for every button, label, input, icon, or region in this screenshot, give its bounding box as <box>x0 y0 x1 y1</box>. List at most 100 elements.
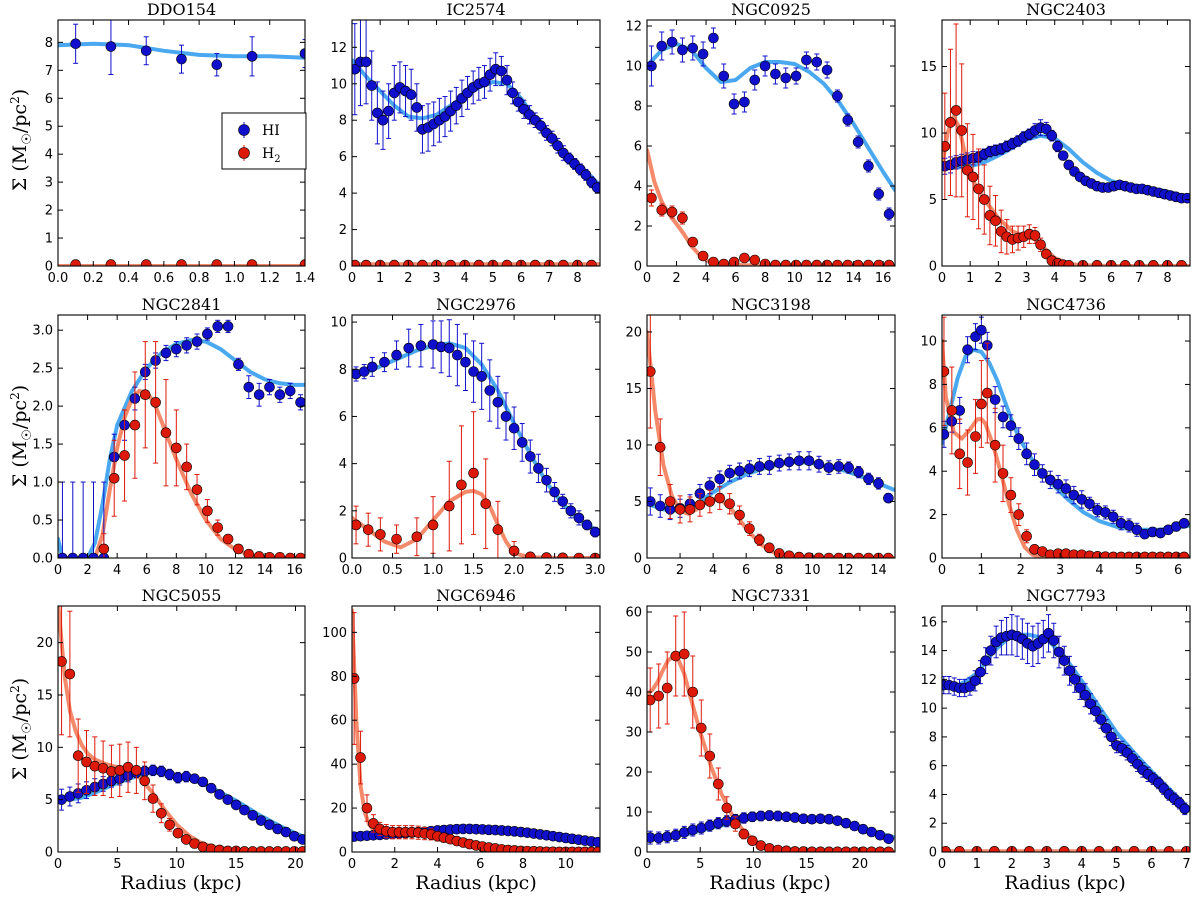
h2-point <box>388 259 400 266</box>
h2-point <box>233 543 244 555</box>
plot-content-ngc2841 <box>58 319 305 558</box>
h2-point <box>770 259 781 266</box>
y-tick-label: 8 <box>339 363 347 378</box>
h2-point <box>724 498 735 510</box>
plot-content-ngc2403 <box>942 23 1190 266</box>
x-tick-label: 0 <box>348 857 356 872</box>
x-tick-label: 8 <box>172 563 180 578</box>
h2-point <box>989 439 1001 451</box>
hi-point <box>140 45 152 57</box>
x-tick-label: 3 <box>1043 857 1051 872</box>
hi-point <box>1052 141 1063 152</box>
y-axis-title-sun: ☉ <box>20 722 35 734</box>
x-tick-label: 0 <box>938 857 946 872</box>
x-tick-label: 4 <box>113 563 121 578</box>
h2-point <box>647 694 656 706</box>
hi-point <box>202 328 213 340</box>
h2-point <box>863 552 874 558</box>
hi-point <box>405 89 417 101</box>
h2-point <box>139 775 150 787</box>
y-tick-label: 3 <box>45 176 53 191</box>
hi-point <box>230 799 242 811</box>
axes-frame-ngc2976 <box>351 314 601 559</box>
h2-point <box>783 550 795 558</box>
axes-frame-ic2574 <box>351 19 601 267</box>
x-tick-label: 10 <box>558 857 575 872</box>
hi-point <box>728 98 740 110</box>
h2-point <box>492 524 504 535</box>
h2-point <box>946 405 958 416</box>
hi-point <box>811 56 823 68</box>
hi-point <box>247 810 259 821</box>
x-tick-label: 1.4 <box>295 271 316 286</box>
h2-point <box>131 765 142 776</box>
y-tick-label: 2 <box>339 504 347 519</box>
x-tick-label: 14 <box>845 271 862 286</box>
plot-area-ngc2403 <box>942 20 1190 266</box>
y-tick-label: 20 <box>330 802 347 817</box>
h2-point <box>1035 239 1046 251</box>
h2-point <box>728 256 740 266</box>
plot-content-ngc7331 <box>647 611 895 852</box>
axes-frame-ngc4736 <box>941 314 1191 559</box>
hi-point <box>280 826 292 838</box>
hi-point <box>1074 682 1086 694</box>
hi-point <box>724 467 735 479</box>
plot-content-ddo154 <box>58 20 305 266</box>
hi-point <box>1053 646 1065 658</box>
hi-point <box>214 789 225 800</box>
x-tick-label: 10 <box>198 563 215 578</box>
hi-point <box>764 460 775 471</box>
h2-point <box>962 457 973 468</box>
y-tick-label: 0 <box>929 552 937 567</box>
plot-content-ngc7793 <box>942 614 1190 852</box>
hi-point <box>516 437 528 448</box>
x-tick-label: 4 <box>433 857 441 872</box>
x-tick-label: 5 <box>1135 563 1143 578</box>
h2-point <box>989 845 1000 852</box>
hi-point <box>105 41 117 52</box>
h2-point <box>253 551 265 558</box>
h2-point <box>1181 845 1190 852</box>
hi-point <box>1064 665 1075 677</box>
y-tick-label: 2 <box>45 204 53 219</box>
x-tick-label: 8 <box>761 271 769 286</box>
plot-content-ic2574 <box>352 20 600 266</box>
x-tick-label: 0.0 <box>48 271 69 286</box>
h2-point <box>284 552 296 558</box>
x-tick-label: 0.0 <box>342 563 363 578</box>
y-tick-label: 7 <box>45 64 53 79</box>
h2-point <box>105 259 117 266</box>
y-axis-title-prefix: Σ (M <box>9 145 31 191</box>
hi-point <box>666 36 678 48</box>
y-axis-title-prefix: Σ (M <box>9 441 31 487</box>
hi-point <box>790 70 802 82</box>
h2-point <box>978 194 990 205</box>
panel-title-ngc0925: NGC0925 <box>731 0 811 19</box>
y-axis-title-suffix: ) <box>9 385 31 392</box>
h2-point <box>749 254 761 266</box>
hi-point <box>460 356 471 368</box>
y-tick-label: 0 <box>339 846 347 861</box>
h2-point <box>661 682 673 694</box>
h2-point <box>973 183 984 195</box>
panel-ngc5055: 0 5 10 15 20 0 5 10 15 20 NGC5055 <box>36 586 306 872</box>
hi-point <box>1069 674 1081 685</box>
h2-point <box>734 509 745 521</box>
hi-point <box>873 188 885 200</box>
panel-title-ic2574: IC2574 <box>446 0 505 19</box>
h2-point <box>990 215 1001 227</box>
hi-point <box>803 455 815 467</box>
y-tick-label: 10 <box>920 702 937 717</box>
h2-point <box>480 498 492 510</box>
h2-point <box>445 259 456 266</box>
hi-point <box>222 321 234 332</box>
h2-point <box>1093 845 1105 852</box>
hi-point <box>759 60 771 72</box>
h2-point <box>468 467 479 479</box>
y-tick-label: 8 <box>929 730 937 745</box>
h2-point <box>375 529 386 540</box>
h2-point <box>950 105 962 116</box>
y-tick-label: 4 <box>45 148 53 163</box>
